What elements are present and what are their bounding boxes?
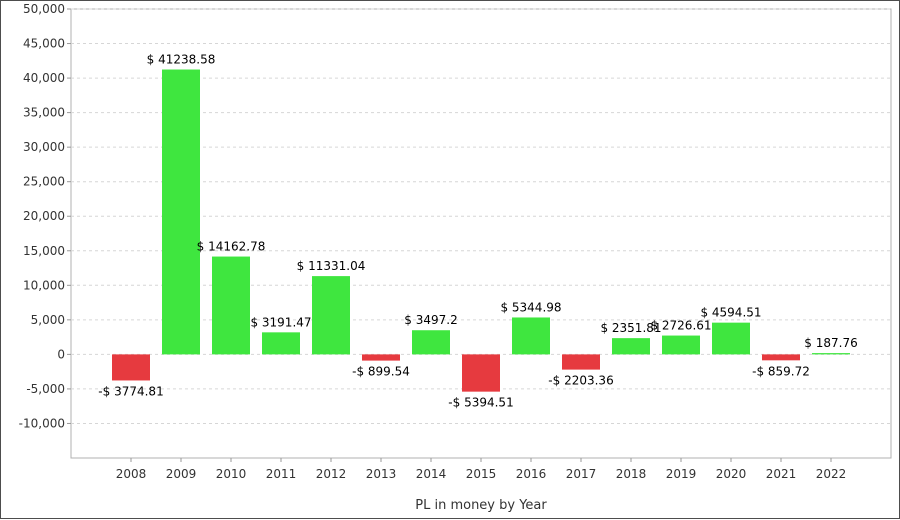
bar-2018 bbox=[612, 338, 650, 355]
data-label-2014: $ 3497.2 bbox=[404, 313, 457, 327]
data-label-2020: $ 4594.51 bbox=[700, 306, 761, 320]
data-label-2008: -$ 3774.81 bbox=[98, 384, 163, 398]
bar-2012 bbox=[312, 276, 350, 355]
data-label-2022: $ 187.76 bbox=[804, 336, 857, 350]
data-label-2019: $ 2726.61 bbox=[650, 319, 711, 333]
x-tick-label: 2015 bbox=[466, 467, 497, 481]
bar-2019 bbox=[662, 335, 700, 355]
data-label-2013: -$ 899.54 bbox=[352, 365, 410, 379]
x-tick-label: 2018 bbox=[616, 467, 647, 481]
x-tick-label: 2011 bbox=[266, 467, 297, 481]
x-tick-label: 2022 bbox=[816, 467, 847, 481]
y-axis: 50,000 45,000 40,000 35,000 30,000 25,000 20,0… bbox=[19, 2, 71, 430]
y-tick-label: 30,000 bbox=[23, 140, 65, 154]
bar-2013 bbox=[362, 354, 400, 361]
y-tick-label: -10,000 bbox=[19, 416, 65, 430]
x-tick-label: 2020 bbox=[716, 467, 747, 481]
bar-2020 bbox=[712, 322, 750, 355]
bar-2016 bbox=[512, 317, 550, 355]
y-tick-label: -5,000 bbox=[26, 382, 65, 396]
x-tick-label: 2013 bbox=[366, 467, 397, 481]
x-tick-label: 2019 bbox=[666, 467, 697, 481]
bar-2017 bbox=[562, 354, 600, 370]
x-tick-label: 2012 bbox=[316, 467, 347, 481]
data-label-2017: -$ 2203.36 bbox=[548, 374, 613, 388]
x-axis: 2008 2009 2010 2011 2012 2013 2014 2015 2016 2017… bbox=[116, 458, 847, 481]
y-tick-label: 10,000 bbox=[23, 278, 65, 292]
x-tick-label: 2014 bbox=[416, 467, 447, 481]
data-label-2011: $ 3191.47 bbox=[250, 315, 311, 329]
x-tick-label: 2021 bbox=[766, 467, 797, 481]
data-label-2021: -$ 859.72 bbox=[752, 364, 810, 378]
data-label-2009: $ 41238.58 bbox=[147, 53, 216, 67]
data-label-2012: $ 11331.04 bbox=[297, 259, 366, 273]
bar-2008 bbox=[112, 354, 150, 381]
data-labels: -$ 3774.81 $ 41238.58 $ 14162.78 $ 3191.47 $… bbox=[98, 53, 857, 410]
bar-2021 bbox=[762, 354, 800, 361]
y-tick-label: 25,000 bbox=[23, 175, 65, 189]
x-tick-label: 2016 bbox=[516, 467, 547, 481]
y-tick-label: 40,000 bbox=[23, 71, 65, 85]
bar-2010 bbox=[212, 256, 250, 355]
x-tick-label: 2008 bbox=[116, 467, 147, 481]
x-tick-label: 2009 bbox=[166, 467, 197, 481]
bars bbox=[112, 69, 850, 392]
y-tick-label: 0 bbox=[57, 347, 65, 361]
y-tick-label: 35,000 bbox=[23, 106, 65, 120]
y-tick-label: 5,000 bbox=[31, 313, 65, 327]
y-tick-label: 20,000 bbox=[23, 209, 65, 223]
bar-2011 bbox=[262, 332, 300, 355]
bar-2009 bbox=[162, 69, 200, 355]
x-axis-title: PL in money by Year bbox=[415, 498, 547, 513]
bar-2014 bbox=[412, 330, 450, 355]
data-label-2016: $ 5344.98 bbox=[500, 300, 561, 314]
y-tick-label: 45,000 bbox=[23, 37, 65, 51]
data-label-2010: $ 14162.78 bbox=[197, 240, 266, 254]
data-label-2015: -$ 5394.51 bbox=[448, 396, 513, 410]
x-tick-label: 2010 bbox=[216, 467, 247, 481]
x-tick-label: 2017 bbox=[566, 467, 597, 481]
y-tick-label: 15,000 bbox=[23, 244, 65, 258]
data-label-2018: $ 2351.81 bbox=[600, 321, 661, 335]
bar-2015 bbox=[462, 354, 500, 392]
bar-2022 bbox=[812, 353, 850, 355]
y-tick-label: 50,000 bbox=[23, 2, 65, 16]
